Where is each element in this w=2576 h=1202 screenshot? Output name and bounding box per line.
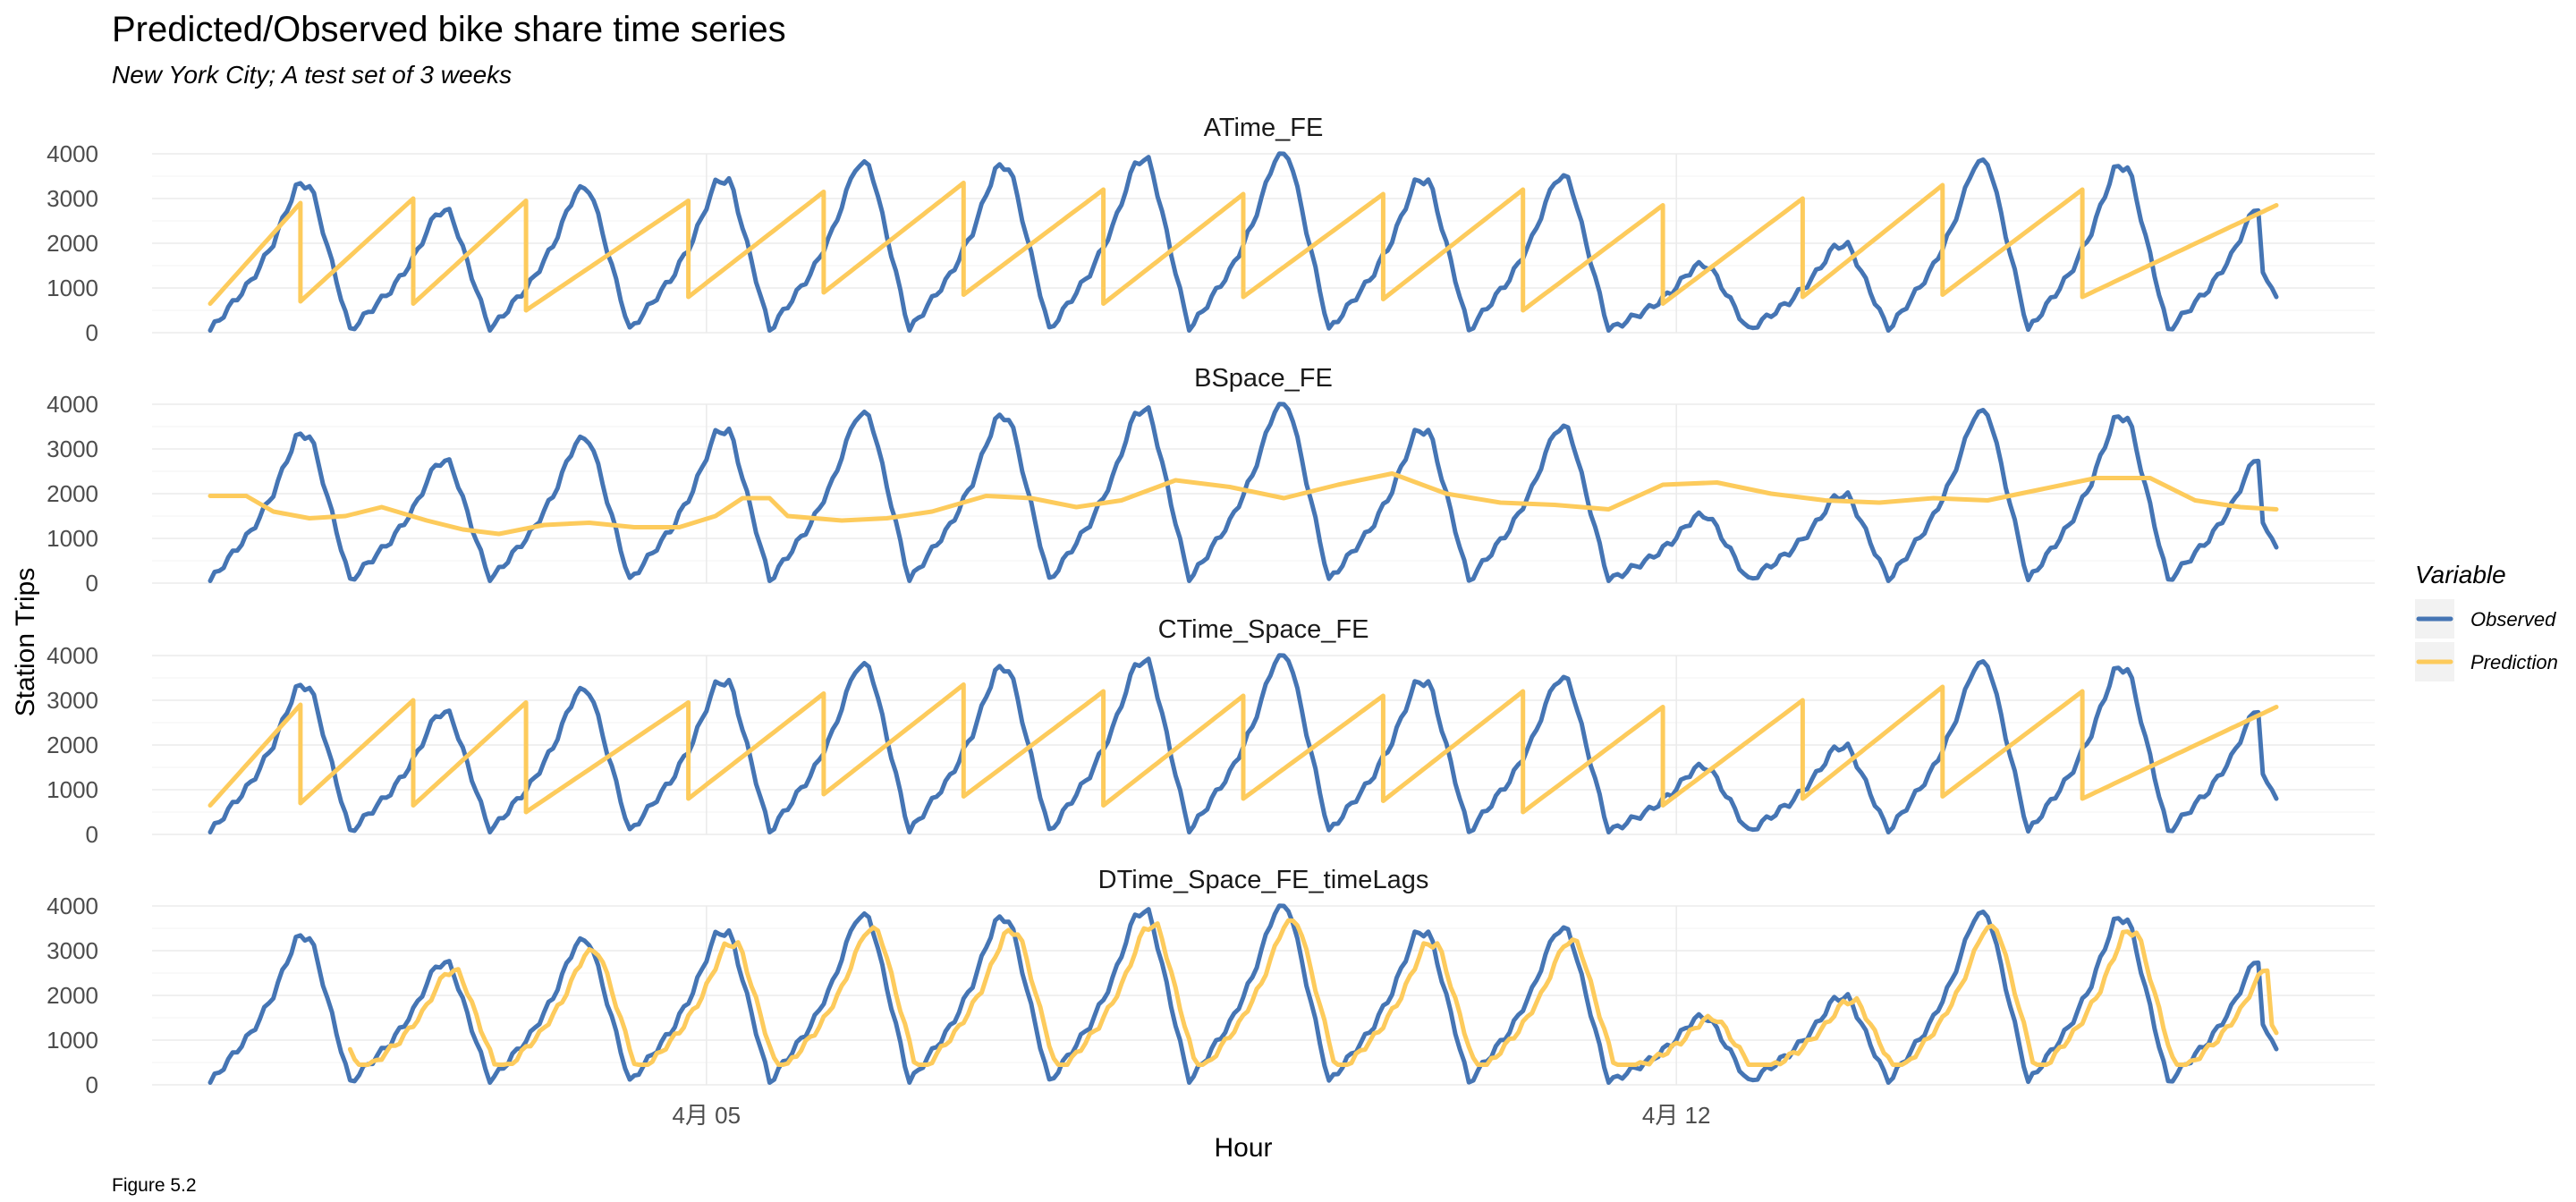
y-tick-label: 3000: [47, 185, 98, 212]
facet-panel: 0 1000 2000 3000 4000 CTime_Space_FE: [47, 615, 2375, 848]
y-tick-label: 3000: [47, 687, 98, 714]
figure-caption: Figure 5.2: [112, 1175, 197, 1196]
prediction-line: [208, 682, 2279, 815]
observed-line: [208, 402, 2279, 583]
y-tick-label: 4000: [47, 642, 98, 669]
observed-line: [208, 903, 2279, 1085]
y-tick-label: 1000: [47, 275, 98, 301]
y-tick-label: 1000: [47, 776, 98, 803]
facet-panel: 0 1000 2000 3000 4000 BSpace_FE: [47, 364, 2375, 597]
prediction-line: [208, 471, 2279, 537]
y-tick-label: 0: [86, 1071, 98, 1098]
y-tick-label: 2000: [47, 230, 98, 257]
y-tick-label: 4000: [47, 391, 98, 418]
facet-panel: 0 1000 2000 3000 4000 DTime_Space_FE_timeLags: [47, 866, 2375, 1098]
y-tick-label: 2000: [47, 982, 98, 1009]
legend-label: Observed: [2470, 608, 2556, 631]
y-tick-label: 4000: [47, 893, 98, 919]
facet-panels: 0 1000 2000 3000 4000 ATime_FE 0 1000 2000 3000 40…: [47, 114, 2375, 1098]
chart-subtitle: New York City; A test set of 3 weeks: [112, 61, 512, 89]
y-tick-label: 1000: [47, 525, 98, 552]
legend: Variable Observed Prediction: [2415, 561, 2558, 681]
y-tick-label: 1000: [47, 1027, 98, 1054]
x-axis-title: Hour: [1214, 1133, 1272, 1163]
y-axis-title: Station Trips: [11, 568, 40, 717]
facet-panel: 0 1000 2000 3000 4000 ATime_FE: [47, 114, 2375, 346]
x-tick-label: 4月 05: [672, 1102, 741, 1129]
x-axis: 4月 05 4月 12: [672, 1102, 1710, 1129]
y-tick-label: 0: [86, 821, 98, 848]
legend-label: Prediction: [2470, 651, 2558, 673]
y-tick-label: 4000: [47, 140, 98, 167]
prediction-line: [347, 918, 2279, 1067]
legend-title: Variable: [2415, 561, 2506, 588]
y-tick-label: 2000: [47, 732, 98, 758]
prediction-line: [208, 181, 2279, 313]
x-tick-label: 4月 12: [1642, 1102, 1711, 1129]
y-tick-label: 3000: [47, 937, 98, 964]
facet-label: DTime_Space_FE_timeLags: [1098, 866, 1429, 894]
facet-label: BSpace_FE: [1194, 364, 1333, 393]
facet-label: CTime_Space_FE: [1158, 615, 1369, 644]
y-tick-label: 0: [86, 319, 98, 346]
y-tick-label: 3000: [47, 436, 98, 462]
y-tick-label: 2000: [47, 480, 98, 507]
facet-label: ATime_FE: [1204, 114, 1324, 142]
chart-title: Predicted/Observed bike share time serie…: [112, 10, 786, 49]
y-tick-label: 0: [86, 570, 98, 597]
